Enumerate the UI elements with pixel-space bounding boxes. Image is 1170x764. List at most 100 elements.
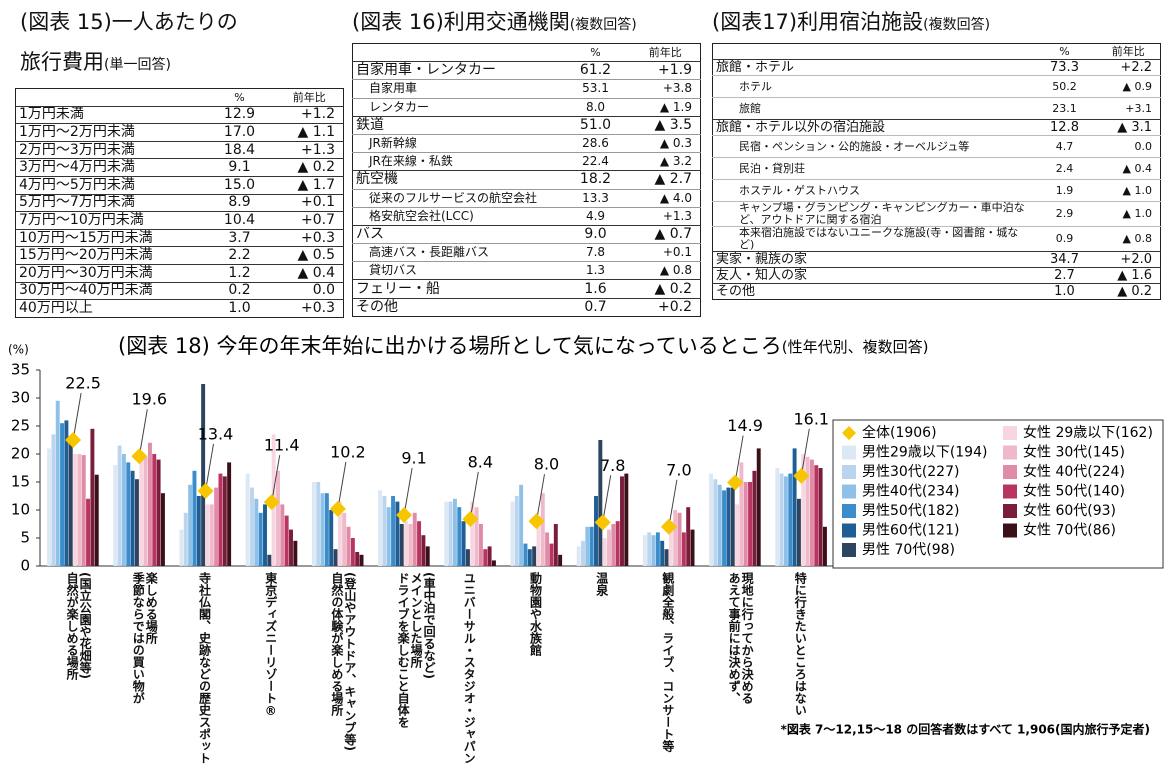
bar xyxy=(690,529,695,566)
bar xyxy=(510,501,515,566)
bar xyxy=(779,473,784,566)
pct: 73.3 xyxy=(1032,59,1097,76)
bar xyxy=(214,487,219,566)
table15-title: (図表 15)一人あたりの xyxy=(20,10,238,34)
legend-label: 女性 30代(145) xyxy=(1023,444,1125,461)
bar xyxy=(818,468,823,566)
bar xyxy=(576,546,581,566)
bar xyxy=(668,521,673,566)
row: 15万円～20万円未満 2.2 ▲ 0.5 xyxy=(15,246,344,265)
bar xyxy=(519,484,524,566)
marker xyxy=(594,514,611,531)
bar xyxy=(673,510,678,566)
bar xyxy=(258,512,263,566)
change: +2.2 xyxy=(1096,59,1161,76)
change: ▲ 1.1 xyxy=(275,123,344,142)
legend-label: 男性 70代(98) xyxy=(862,542,955,558)
row-label: 自家用車・レンタカー xyxy=(352,61,561,80)
legend-swatch xyxy=(842,445,856,460)
bar xyxy=(391,496,396,566)
sub-row: 従来のフルサービスの航空会社 13.3 ▲ 4.0 xyxy=(352,188,701,208)
bar xyxy=(156,459,161,566)
legend-label: 全体(1906) xyxy=(862,424,937,441)
change: ▲ 0.8 xyxy=(1096,226,1161,252)
bar xyxy=(404,521,409,566)
sub-row: 高速バス・長距離バス 7.8 +0.1 xyxy=(352,243,701,262)
bar xyxy=(545,532,550,566)
leader-line xyxy=(800,428,810,476)
change: +1.9 xyxy=(630,61,701,80)
row: 2万円～3万円未満 18.4 +1.3 xyxy=(15,140,344,159)
subtitle: (性年代別、複数回答) xyxy=(782,338,929,356)
leader-line xyxy=(72,392,82,441)
bar xyxy=(553,524,558,566)
bar xyxy=(549,543,554,566)
y-tick-label: 15 xyxy=(11,473,30,491)
row: 旅館・ホテル以外の宿泊施設 12.8 ▲ 3.1 xyxy=(712,119,1161,136)
bar xyxy=(514,496,519,566)
pct: 12.9 xyxy=(203,105,276,124)
change: ▲ 2.7 xyxy=(630,170,701,189)
row: 旅館・ホテル 73.3 +2.2 xyxy=(712,59,1161,76)
change: +1.3 xyxy=(630,206,701,226)
value-label: 13.4 xyxy=(198,424,234,443)
bar xyxy=(532,546,537,566)
pct: 3.7 xyxy=(203,228,276,247)
bar xyxy=(417,521,422,566)
row: 友人・知人の家 2.7 ▲ 1.6 xyxy=(712,267,1161,284)
bar xyxy=(250,487,254,566)
bar xyxy=(320,493,325,566)
leader-line xyxy=(602,475,612,523)
value-label: 8.0 xyxy=(534,455,559,474)
change: ▲ 3.1 xyxy=(1096,119,1161,136)
bar xyxy=(686,507,691,566)
row-label: 1万円～2万円未満 xyxy=(15,123,204,142)
bar xyxy=(267,554,272,566)
change: +0.7 xyxy=(275,211,344,230)
legend-label: 女性 60代(93) xyxy=(1023,502,1116,519)
bar xyxy=(160,493,165,566)
bar xyxy=(756,448,761,566)
bar xyxy=(350,538,355,566)
legend-label: 男性60代(121) xyxy=(862,523,959,539)
legend-label: 女性 50代(140) xyxy=(1023,483,1125,500)
bar xyxy=(483,549,488,566)
header-cell: % xyxy=(590,46,601,60)
change: ▲ 4.0 xyxy=(630,188,701,208)
pct: 7.8 xyxy=(560,243,631,262)
pct: 10.4 xyxy=(203,211,276,230)
header-row: % 前年比 xyxy=(713,44,1161,60)
bar xyxy=(64,420,69,566)
row-label: 旅館・ホテル以外の宿泊施設 xyxy=(712,119,1033,136)
legend-swatch xyxy=(842,465,856,479)
bar xyxy=(448,501,453,566)
legend-label: 男性30代(227) xyxy=(862,464,959,480)
row-label: 高速バス・長距離バス xyxy=(352,243,561,262)
x-tick-label: ユニバーサル・スタジオ・ジャパン xyxy=(462,572,477,764)
row: 1万円～2万円未満 17.0 ▲ 1.1 xyxy=(15,123,344,142)
row-label: 自家用車 xyxy=(352,79,561,99)
bar xyxy=(491,560,496,566)
change: 0.0 xyxy=(1096,135,1161,158)
bar xyxy=(117,445,122,566)
bar xyxy=(276,470,280,566)
row-label: 民泊・貸別荘 xyxy=(712,157,1033,180)
bar xyxy=(179,529,184,566)
bar xyxy=(130,470,135,566)
bar xyxy=(425,546,430,566)
row-label: 実家・親族の家 xyxy=(712,251,1033,268)
bar xyxy=(805,456,810,566)
value-label: 9.1 xyxy=(401,449,426,468)
legend-label: 女性 70代(86) xyxy=(1023,522,1116,539)
change: +0.3 xyxy=(275,228,344,247)
chart-title: (図表 18) 今年の年末年始に出かける場所として気になっているところ(性年代別… xyxy=(118,334,929,358)
bar xyxy=(408,524,413,566)
title: 旅行費用 xyxy=(20,50,104,74)
change: 0.0 xyxy=(275,281,344,300)
bar xyxy=(346,526,351,566)
bar xyxy=(90,428,95,566)
bar xyxy=(94,474,99,566)
bar xyxy=(337,501,342,566)
bar xyxy=(664,549,669,566)
sub-row: 本来宿泊施設ではないユニークな施設(寺・図書館・城など) 0.9 ▲ 0.8 xyxy=(712,226,1161,252)
